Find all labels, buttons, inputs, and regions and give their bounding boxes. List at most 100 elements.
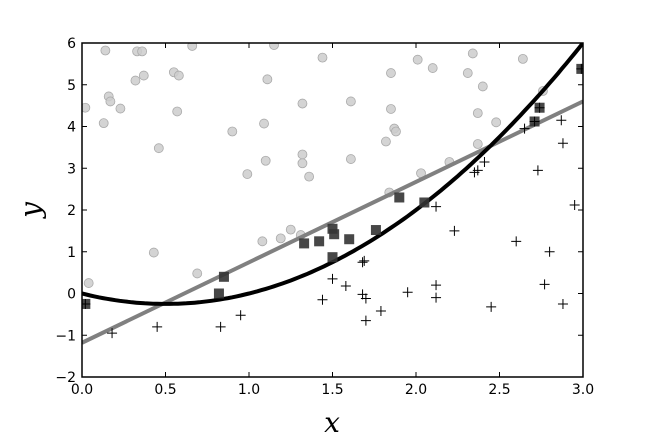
circle-point	[275, 233, 286, 244]
x-tick-label: 3.0	[572, 382, 594, 398]
plus-point	[486, 301, 497, 312]
plus-point	[569, 199, 580, 210]
circle-point	[260, 155, 271, 166]
square-point	[327, 252, 338, 263]
plus-point	[402, 287, 413, 298]
x-axis-label: x	[324, 406, 340, 432]
x-tick-label: 1.5	[321, 382, 343, 398]
circle-point	[98, 118, 109, 129]
circle-point	[259, 118, 269, 129]
square-point	[344, 234, 355, 245]
circle-point	[297, 149, 308, 160]
circle-point	[83, 278, 94, 288]
plus-point	[327, 273, 338, 284]
plus-point	[519, 123, 530, 134]
circle-point	[262, 74, 273, 85]
y-tick-label: −2	[55, 370, 76, 386]
plus-point	[539, 279, 550, 290]
y-axis-label: y	[14, 201, 47, 220]
plus-point	[511, 236, 522, 247]
circle-point	[148, 247, 159, 258]
circle-point	[386, 104, 396, 114]
square-point	[419, 197, 430, 208]
circle-point	[115, 103, 126, 114]
circle-point	[172, 106, 183, 117]
circle-point	[472, 139, 483, 149]
square-point	[218, 271, 229, 282]
circle-point	[285, 224, 296, 235]
plus-point	[317, 294, 328, 305]
square-point	[329, 229, 340, 240]
y-tick-label: 0	[67, 287, 76, 303]
plus-point	[431, 201, 442, 212]
plus-point	[107, 328, 118, 339]
plus-point	[340, 280, 351, 291]
circle-point	[297, 98, 308, 109]
circle-point	[491, 117, 502, 128]
circle-point	[472, 108, 483, 119]
circle-point	[467, 48, 478, 59]
y-tick-label: 1	[67, 245, 76, 261]
circle-point	[477, 81, 488, 92]
plus-point	[576, 63, 583, 74]
circle-point	[100, 45, 111, 56]
circle-point	[317, 52, 328, 63]
circle-point	[345, 154, 356, 164]
plus-point	[360, 293, 371, 304]
plus-point	[152, 321, 163, 332]
y-tick-label: 2	[67, 203, 76, 219]
plus-point	[472, 165, 483, 176]
circle-point	[105, 96, 116, 107]
plus-point	[431, 292, 442, 303]
plus-point	[544, 246, 555, 257]
circle-point	[227, 126, 238, 137]
square-point	[213, 288, 224, 299]
circle-point	[345, 96, 356, 107]
circle-point	[391, 126, 401, 137]
quadratic-fit-curve	[82, 43, 583, 306]
x-tick-label: 2.5	[488, 382, 510, 398]
circle-point	[242, 169, 253, 179]
circle-point	[386, 68, 396, 78]
plus-point	[532, 165, 543, 176]
circle-point	[517, 53, 528, 64]
circle-point	[462, 68, 473, 78]
square-point	[370, 225, 381, 236]
circle-point	[192, 268, 203, 279]
square-point	[394, 192, 405, 203]
plus-point	[357, 257, 368, 268]
y-tick-label: −1	[55, 328, 76, 344]
circle-point	[412, 54, 423, 65]
plus-point	[529, 116, 540, 127]
plus-point	[215, 321, 226, 332]
plus-point	[235, 310, 246, 321]
plus-point	[449, 225, 460, 236]
x-tick-label: 0.0	[71, 382, 93, 398]
plus-point	[359, 255, 370, 266]
plus-point	[534, 102, 545, 113]
circle-point	[130, 75, 141, 86]
circle-point	[257, 236, 268, 247]
circle-point	[173, 70, 184, 81]
circle-point	[427, 63, 438, 73]
circle-point	[381, 136, 391, 147]
circle-point	[269, 43, 279, 50]
y-tick-label: 5	[67, 78, 76, 94]
circle-point	[82, 102, 91, 113]
y-tick-label: 4	[67, 120, 76, 136]
plus-point	[557, 298, 568, 309]
x-tick-label: 0.5	[154, 382, 176, 398]
x-tick-label: 2.0	[405, 382, 427, 398]
circle-point	[187, 43, 198, 51]
y-tick-label: 3	[67, 161, 76, 177]
circle-point	[153, 143, 164, 154]
linear-fit-line	[82, 99, 583, 345]
y-tick-label: 6	[67, 36, 76, 52]
circle-point	[138, 70, 149, 81]
square-point	[327, 223, 338, 234]
square-point	[314, 236, 325, 247]
plus-point	[479, 156, 490, 167]
plus-point	[557, 138, 568, 149]
square-point	[299, 238, 310, 249]
